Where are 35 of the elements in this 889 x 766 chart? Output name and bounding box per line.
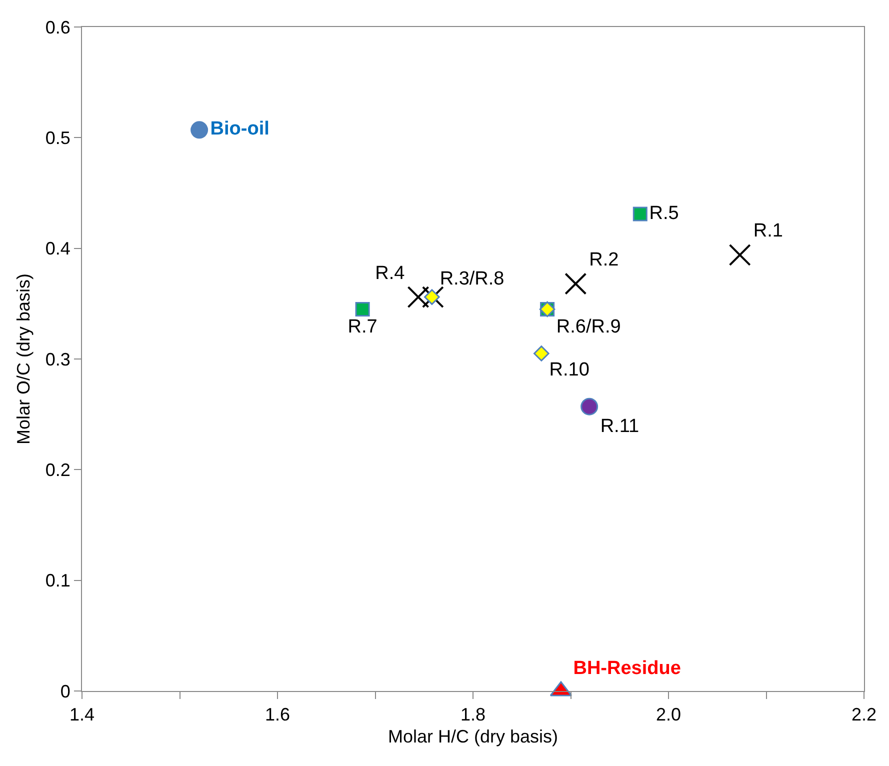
y-tick-label: 0 xyxy=(60,681,70,702)
x-tick-label: 2.2 xyxy=(851,704,877,725)
x-axis-title: Molar H/C (dry basis) xyxy=(388,726,558,747)
x-tick-label: 1.4 xyxy=(69,704,95,725)
data-label: R.4 xyxy=(375,262,406,284)
data-label: R.5 xyxy=(649,202,679,224)
data-label: R.1 xyxy=(753,220,783,242)
x-tick-label: 1.8 xyxy=(460,704,486,725)
y-tick-label: 0.6 xyxy=(45,17,70,38)
data-label: R.6/R.9 xyxy=(556,316,621,338)
point xyxy=(564,272,587,295)
data-label: R.3/R.8 xyxy=(440,268,504,290)
point xyxy=(422,286,444,308)
data-label: BH-Residue xyxy=(573,658,681,679)
x-tick-label: 1.6 xyxy=(264,704,290,725)
point xyxy=(632,206,648,222)
y-tick-label: 0.5 xyxy=(45,128,70,148)
point xyxy=(534,346,550,362)
point xyxy=(355,302,370,316)
data-label: Bio-oil xyxy=(210,118,270,140)
point xyxy=(728,244,751,266)
y-axis-title: Molar O/C (dry basis) xyxy=(14,273,34,445)
data-label: R.10 xyxy=(549,360,590,381)
data-label: R.7 xyxy=(348,316,378,338)
point xyxy=(580,398,598,416)
point xyxy=(424,289,440,305)
point xyxy=(407,286,430,308)
y-tick-label: 0.1 xyxy=(45,570,70,591)
data-label: R.11 xyxy=(600,416,640,437)
x-tick-label: 2.0 xyxy=(656,704,682,725)
y-tick-label: 0.2 xyxy=(45,460,70,480)
y-tick-label: 0.3 xyxy=(45,349,70,370)
data-label: R.2 xyxy=(589,250,619,270)
point xyxy=(190,121,208,139)
y-tick-label: 0.4 xyxy=(45,238,70,259)
